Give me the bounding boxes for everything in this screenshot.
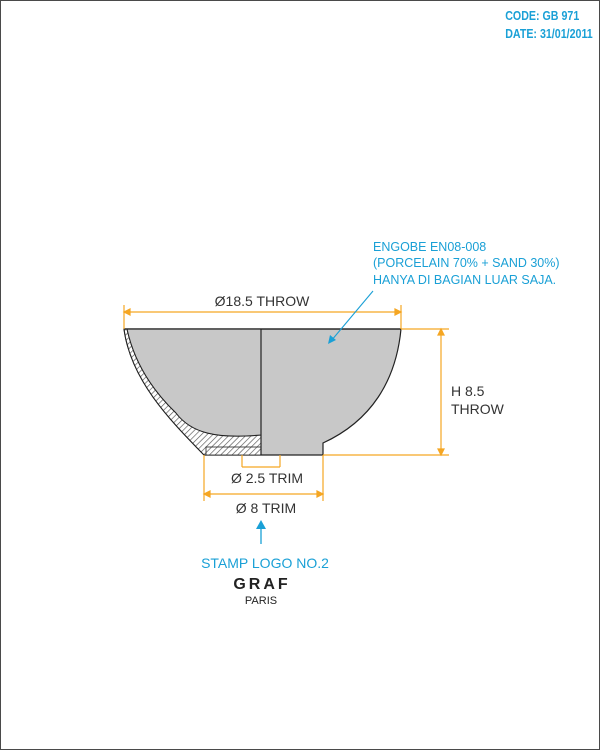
rim-diameter-label: Ø18.5 THROW bbox=[215, 293, 310, 309]
height-dimension bbox=[323, 327, 449, 457]
foot-inner-dimension bbox=[241, 455, 281, 468]
foot-outer-dimension bbox=[202, 455, 325, 501]
foot-ring-section bbox=[205, 446, 262, 456]
document-meta: CODE: GB 971 DATE: 31/01/2011 bbox=[505, 7, 593, 43]
foot-inner-label: Ø 2.5 TRIM bbox=[231, 470, 303, 486]
date-label: DATE: 31/01/2011 bbox=[505, 26, 593, 41]
stamp-brand: GRAF bbox=[233, 576, 290, 593]
note-line-3: HANYA DI BAGIAN LUAR SAJA. bbox=[373, 273, 556, 287]
height-label-2: THROW bbox=[451, 401, 505, 417]
note-line-1: ENGOBE EN08-008 bbox=[373, 240, 486, 254]
note-leader-arrow bbox=[328, 290, 374, 344]
height-label-1: H 8.5 bbox=[451, 383, 485, 399]
bowl-inner-surface bbox=[126, 328, 262, 437]
stamp-label: STAMP LOGO NO.2 bbox=[201, 555, 329, 571]
stamp-city: PARIS bbox=[245, 595, 277, 607]
foot-outer-label: Ø 8 TRIM bbox=[236, 500, 296, 516]
note-line-2: (PORCELAIN 70% + SAND 30%) bbox=[373, 256, 560, 270]
stamp-arrow bbox=[256, 520, 266, 544]
code-label: CODE: GB 971 bbox=[505, 8, 580, 23]
